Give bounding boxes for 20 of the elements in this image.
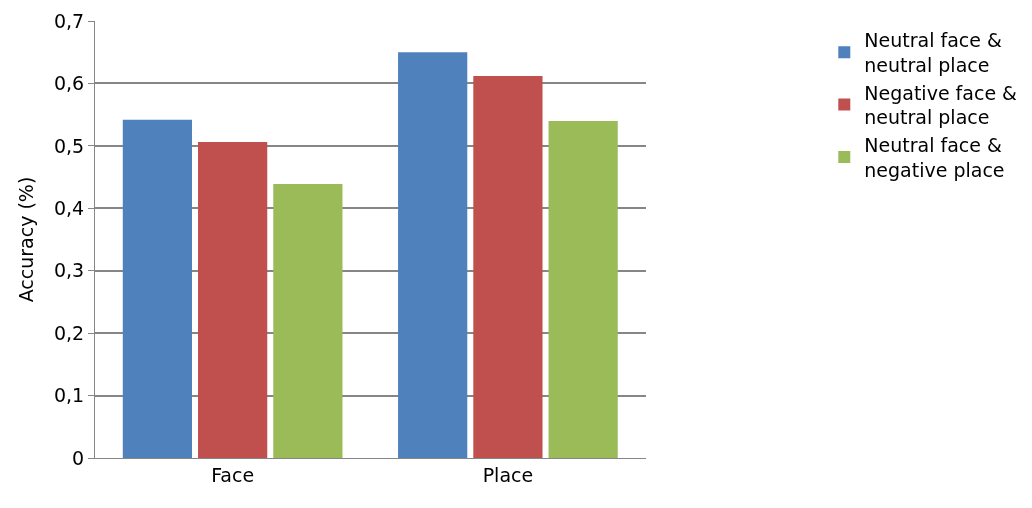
- x-tick-label: Place: [482, 463, 534, 486]
- bar: [122, 119, 193, 458]
- y-tick-label: 0,6: [53, 72, 85, 95]
- y-axis-title: Accuracy (%): [14, 176, 37, 303]
- y-tick-label: 0,3: [53, 259, 85, 282]
- y-tick-label: 0,4: [53, 196, 85, 219]
- bar: [548, 120, 618, 458]
- bar: [398, 52, 468, 458]
- bar: [473, 75, 543, 458]
- y-tick-label: 0,2: [53, 321, 85, 344]
- y-tick-label: 0,1: [53, 384, 85, 407]
- bar: [273, 183, 343, 458]
- legend-label: Negative face & neutral place: [864, 81, 1018, 129]
- y-tick-label: 0,5: [53, 134, 85, 157]
- y-tick-label: 0,7: [53, 9, 85, 32]
- legend-label: Neutral face & negative place: [864, 134, 1005, 181]
- legend-label: Neutral face & neutral place: [864, 29, 1002, 76]
- bar: [198, 142, 268, 458]
- x-tick-label: Face: [211, 463, 255, 486]
- y-tick-label: 0: [72, 446, 85, 469]
